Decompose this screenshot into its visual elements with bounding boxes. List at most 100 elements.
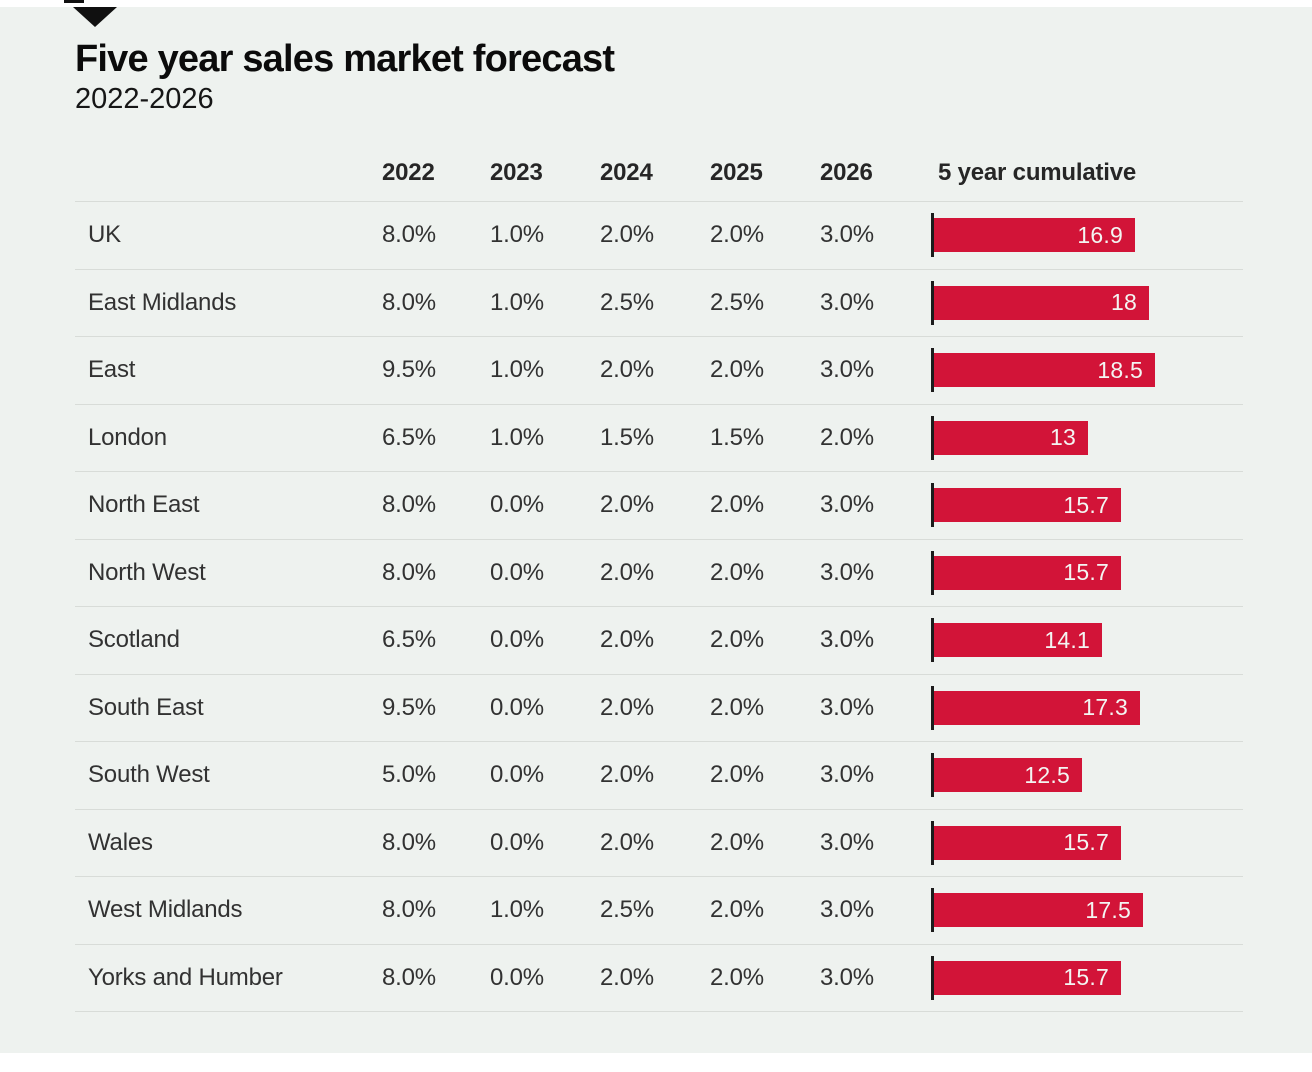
cumulative-value: 15.7 xyxy=(1063,829,1109,856)
cumulative-cell: 12.5 xyxy=(931,742,1243,809)
cumulative-bar: 15.7 xyxy=(931,555,1121,590)
cumulative-cell: 17.3 xyxy=(931,675,1243,742)
value-2023: 1.0% xyxy=(490,423,544,451)
forecast-panel xyxy=(0,7,1312,1053)
value-2026: 3.0% xyxy=(820,491,874,519)
table-row: East Midlands 8.0% 1.0% 2.5% 2.5% 3.0% 1… xyxy=(75,268,1243,337)
region-label: London xyxy=(88,423,167,451)
value-2026: 3.0% xyxy=(820,558,874,586)
value-2023: 0.0% xyxy=(490,558,544,586)
value-2022: 5.0% xyxy=(382,761,436,789)
value-2022: 8.0% xyxy=(382,558,436,586)
value-2025: 2.0% xyxy=(710,221,764,249)
table-row: East 9.5% 1.0% 2.0% 2.0% 3.0% 18.5 xyxy=(75,336,1243,404)
header-2022: 2022 xyxy=(382,159,435,186)
cumulative-cell: 14.1 xyxy=(931,607,1243,674)
value-2023: 0.0% xyxy=(490,626,544,654)
table-row: North East 8.0% 0.0% 2.0% 2.0% 3.0% 15.7 xyxy=(75,471,1243,539)
axis-tick xyxy=(931,348,934,393)
value-2024: 1.5% xyxy=(600,423,654,451)
cumulative-cell: 15.7 xyxy=(931,945,1243,1012)
page-title: Five year sales market forecast xyxy=(75,38,615,80)
value-2023: 0.0% xyxy=(490,491,544,519)
cumulative-cell: 16.9 xyxy=(931,202,1243,269)
region-label: Scotland xyxy=(88,626,180,654)
value-2024: 2.5% xyxy=(600,288,654,316)
value-2025: 2.0% xyxy=(710,963,764,991)
cumulative-value: 15.7 xyxy=(1063,964,1109,991)
axis-tick xyxy=(931,483,934,528)
value-2024: 2.5% xyxy=(600,896,654,924)
value-2022: 8.0% xyxy=(382,288,436,316)
value-2022: 6.5% xyxy=(382,626,436,654)
value-2023: 1.0% xyxy=(490,896,544,924)
value-2026: 3.0% xyxy=(820,626,874,654)
value-2022: 8.0% xyxy=(382,963,436,991)
region-label: East Midlands xyxy=(88,288,237,316)
cumulative-bar: 17.5 xyxy=(931,893,1143,928)
cumulative-bar: 15.7 xyxy=(931,825,1121,860)
value-2022: 8.0% xyxy=(382,491,436,519)
value-2026: 3.0% xyxy=(820,693,874,721)
value-2024: 2.0% xyxy=(600,693,654,721)
table-row: North West 8.0% 0.0% 2.0% 2.0% 3.0% 15.7 xyxy=(75,538,1243,607)
value-2023: 1.0% xyxy=(490,356,544,384)
value-2025: 2.0% xyxy=(710,896,764,924)
table-row: South West 5.0% 0.0% 2.0% 2.0% 3.0% 12.5 xyxy=(75,741,1243,809)
cumulative-bar: 13 xyxy=(931,420,1088,455)
table-row: South East 9.5% 0.0% 2.0% 2.0% 3.0% 17.3 xyxy=(75,673,1243,742)
value-2024: 2.0% xyxy=(600,491,654,519)
axis-tick xyxy=(931,685,934,730)
cumulative-cell: 18 xyxy=(931,270,1243,337)
value-2023: 0.0% xyxy=(490,761,544,789)
region-label: South East xyxy=(88,693,204,721)
value-2022: 9.5% xyxy=(382,693,436,721)
cumulative-bar: 15.7 xyxy=(931,960,1121,995)
value-2023: 0.0% xyxy=(490,693,544,721)
header-2025: 2025 xyxy=(710,159,763,186)
triangle-down-icon xyxy=(73,7,117,27)
header-2023: 2023 xyxy=(490,159,543,186)
table-header-row: 2022 2023 2024 2025 2026 5 year cumulati… xyxy=(75,145,1243,201)
value-2022: 8.0% xyxy=(382,221,436,249)
cumulative-bar: 12.5 xyxy=(931,758,1082,793)
cumulative-cell: 18.5 xyxy=(931,337,1243,404)
value-2024: 2.0% xyxy=(600,221,654,249)
cumulative-bar: 14.1 xyxy=(931,623,1102,658)
value-2024: 2.0% xyxy=(600,963,654,991)
cumulative-cell: 13 xyxy=(931,405,1243,472)
cumulative-value: 12.5 xyxy=(1024,761,1070,788)
axis-tick xyxy=(931,415,934,460)
header-cumulative: 5 year cumulative xyxy=(938,159,1137,186)
cumulative-bar: 16.9 xyxy=(931,218,1135,253)
cumulative-bar: 18.5 xyxy=(931,353,1155,388)
value-2024: 2.0% xyxy=(600,626,654,654)
cumulative-value: 15.7 xyxy=(1063,559,1109,586)
value-2022: 9.5% xyxy=(382,356,436,384)
value-2026: 3.0% xyxy=(820,963,874,991)
cumulative-value: 17.5 xyxy=(1085,896,1131,923)
cumulative-bar: 15.7 xyxy=(931,488,1121,523)
value-2022: 6.5% xyxy=(382,423,436,451)
value-2026: 3.0% xyxy=(820,356,874,384)
cumulative-cell: 17.5 xyxy=(931,877,1243,944)
value-2025: 2.0% xyxy=(710,558,764,586)
value-2026: 3.0% xyxy=(820,288,874,316)
table-row: Wales 8.0% 0.0% 2.0% 2.0% 3.0% 15.7 xyxy=(75,808,1243,877)
table-body: UK 8.0% 1.0% 2.0% 2.0% 3.0% 16.9 East Mi… xyxy=(75,201,1243,1012)
value-2023: 1.0% xyxy=(490,288,544,316)
cumulative-cell: 15.7 xyxy=(931,472,1243,539)
value-2024: 2.0% xyxy=(600,761,654,789)
value-2025: 2.0% xyxy=(710,626,764,654)
value-2026: 2.0% xyxy=(820,423,874,451)
page-subtitle: 2022-2026 xyxy=(75,83,214,115)
cumulative-value: 14.1 xyxy=(1044,626,1090,653)
value-2023: 0.0% xyxy=(490,963,544,991)
region-label: South West xyxy=(88,761,210,789)
value-2022: 8.0% xyxy=(382,896,436,924)
cumulative-value: 18.5 xyxy=(1097,356,1143,383)
table-row: West Midlands 8.0% 1.0% 2.5% 2.0% 3.0% 1… xyxy=(75,876,1243,944)
axis-tick xyxy=(931,955,934,1000)
value-2026: 3.0% xyxy=(820,221,874,249)
